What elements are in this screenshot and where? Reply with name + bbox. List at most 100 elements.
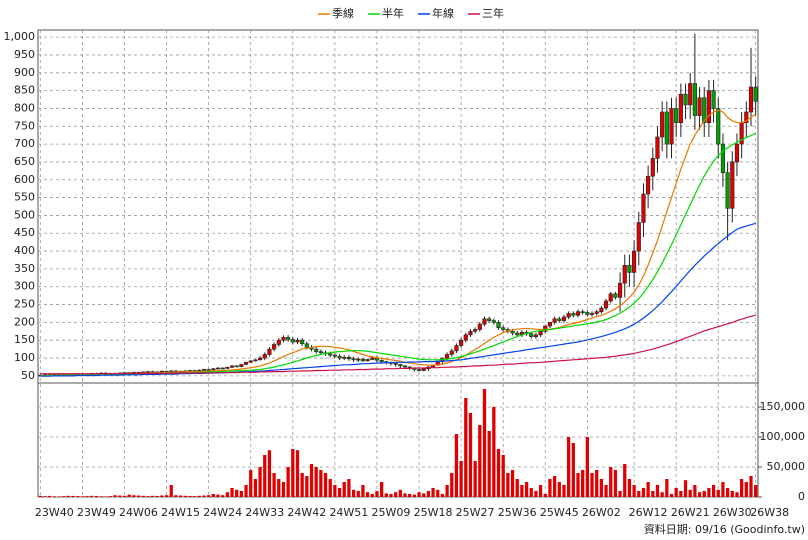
volume-bar: [450, 473, 454, 497]
volume-bar: [562, 485, 566, 497]
candle-body: [276, 339, 281, 345]
volume-bar: [464, 398, 468, 497]
candle-body: [510, 330, 515, 334]
volume-bar: [623, 464, 627, 497]
volume-bar: [445, 485, 449, 497]
candle-body: [697, 97, 702, 116]
volume-bar: [515, 479, 519, 497]
volume-bar: [178, 495, 183, 497]
volume-bar: [501, 455, 505, 497]
volume-bar: [711, 485, 716, 497]
y-tick-label: 400: [14, 244, 35, 257]
volume-bar: [347, 479, 351, 497]
x-tick-label: 26W02: [582, 506, 621, 519]
candle-body: [608, 293, 613, 302]
candle-body: [356, 358, 361, 361]
candle-body: [337, 355, 342, 359]
volume-bar: [627, 479, 632, 497]
volume-bar: [468, 413, 473, 497]
volume-bar: [422, 493, 426, 497]
candle-body: [557, 318, 562, 321]
candle-body: [332, 354, 337, 357]
volume-bar: [249, 470, 253, 497]
volume-bar: [277, 479, 281, 497]
candle-body: [636, 222, 641, 252]
y-tick-label: 500: [14, 208, 35, 221]
candle-body: [744, 111, 749, 124]
volume-bar: [408, 494, 412, 497]
candle-body: [720, 143, 726, 173]
volume-bar: [80, 496, 85, 497]
candle-body: [416, 369, 422, 371]
volume-bar: [99, 496, 103, 497]
volume-bar: [351, 489, 356, 497]
candle-body: [314, 348, 319, 352]
y2-tick-label: 100,000: [760, 430, 806, 443]
candle-body: [748, 86, 754, 113]
volume-bar: [48, 495, 52, 497]
candle-body: [491, 320, 496, 323]
volume-bar: [609, 467, 613, 497]
volume-bar: [272, 473, 276, 497]
volume-bar: [660, 492, 664, 497]
volume-bar: [127, 494, 131, 497]
candle-body: [496, 322, 501, 329]
candle-body: [702, 97, 707, 124]
volume-bar: [571, 443, 575, 497]
candle-body: [449, 350, 454, 355]
volume-bar: [221, 495, 225, 497]
volume-bar: [300, 473, 304, 497]
volume-bar: [641, 488, 646, 497]
volume-bar: [370, 494, 374, 497]
volume-bar: [567, 437, 571, 497]
volume-bar: [43, 496, 47, 497]
candle-body: [603, 300, 609, 309]
candle-body: [622, 265, 627, 284]
volume-bar: [473, 461, 477, 497]
volume-bar: [417, 492, 421, 497]
volume-bar: [730, 491, 734, 497]
candle-body: [501, 327, 506, 330]
volume-bar: [576, 473, 580, 497]
volume-bar: [328, 479, 332, 497]
volume-bar: [342, 482, 346, 497]
candle-body: [295, 339, 300, 343]
volume-bar: [155, 495, 159, 497]
candle-body: [215, 367, 221, 370]
volume-bar: [94, 495, 99, 497]
candle-body: [641, 193, 646, 223]
volume-bar: [361, 485, 365, 497]
x-tick-label: 25W27: [456, 506, 495, 519]
candle-body: [566, 313, 571, 318]
candle-body: [229, 365, 235, 368]
candle-body: [243, 362, 249, 365]
candle-body: [580, 311, 585, 313]
y-tick-label: 600: [14, 173, 35, 186]
candle-body: [267, 348, 272, 355]
candle-body: [753, 86, 758, 102]
volume-bar: [543, 494, 547, 497]
candle-body: [482, 318, 487, 325]
volume-bar: [192, 496, 197, 497]
x-tick-label: 25W45: [540, 506, 579, 519]
candle-body: [515, 332, 520, 336]
x-tick-label: 23W40: [35, 506, 74, 519]
volume-bar: [85, 496, 89, 497]
volume-bar: [646, 482, 650, 497]
volume-bar: [651, 491, 655, 497]
volume-bar: [454, 434, 459, 497]
volume-bar: [492, 407, 496, 497]
volume-bar: [459, 461, 463, 497]
candle-body: [262, 354, 267, 359]
volume-bar: [38, 495, 42, 497]
volume-bar: [716, 489, 720, 497]
volume-bar: [725, 488, 730, 497]
y-tick-label: 300: [14, 280, 35, 293]
candle-body: [234, 365, 239, 368]
volume-bar: [52, 496, 56, 497]
candle-body: [379, 359, 384, 362]
volume-bar: [150, 495, 155, 497]
candle-body: [529, 333, 534, 337]
y-tick-label: 700: [14, 137, 35, 150]
